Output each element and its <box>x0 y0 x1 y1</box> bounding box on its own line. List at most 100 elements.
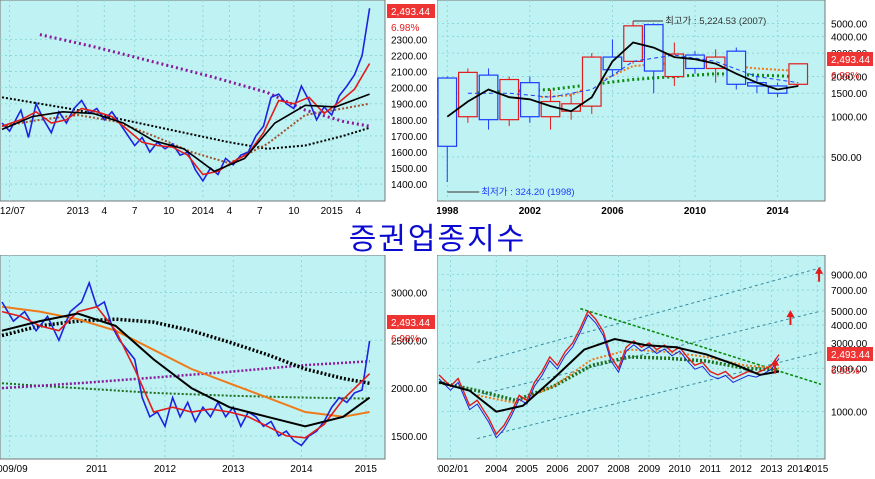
arrow-head <box>786 310 795 318</box>
plot-area <box>0 255 386 460</box>
x-tick-label: 2013 <box>222 464 245 475</box>
x-tick-label: 2007 <box>577 464 600 475</box>
y-tick-label: 1700.00 <box>391 132 428 143</box>
candle-body <box>664 53 685 78</box>
x-tick-label: 2015 <box>806 464 829 475</box>
chart-daily: 2300.00 2200.00 2100.00 2000.00 1900.00 1800.… <box>0 0 437 219</box>
last-value-label: 2,493.44 <box>391 318 430 329</box>
price-line <box>1 280 371 447</box>
x-tick-label: 2015 <box>355 464 378 475</box>
ma-dashed <box>467 54 799 98</box>
x-tick-label: 2010 <box>669 464 692 475</box>
y-tick-label: 9000.00 <box>831 270 868 281</box>
chart-weekly: 3000.00 2500.00 2000.00 1500.00 2009/09 2011 2… <box>0 255 437 479</box>
y-tick-label: 1600.00 <box>391 148 428 159</box>
annot-low-label: 최저가 : 324.20 (1998) <box>481 187 574 198</box>
x-tick-label: 4 <box>102 206 108 217</box>
downtrend-line <box>580 307 822 386</box>
x-tick-label: 2012 <box>730 464 753 475</box>
y-tick-label: 4000.00 <box>831 32 868 43</box>
last-value-tag <box>387 315 435 329</box>
y-tick-label: 1400.00 <box>391 180 428 191</box>
x-tick-label: 2014 <box>766 206 789 217</box>
y-tick-label: 1000.00 <box>831 408 868 419</box>
y-tick-label: 1500.00 <box>391 164 428 175</box>
y-tick-label: 1000.00 <box>831 113 868 124</box>
price-low-line <box>438 314 780 439</box>
x-tick-label: 10 <box>288 206 300 217</box>
channel-mid <box>477 310 822 396</box>
arrow-head <box>771 358 780 366</box>
page-title: 증권업종지수 <box>348 222 527 257</box>
x-tick-label: 2006 <box>601 206 624 217</box>
ma-black <box>1 312 371 428</box>
y-tick-label: 3000.00 <box>831 339 868 350</box>
x-tick-label: 2010 <box>684 206 707 217</box>
chart-monthly-log: 9000.00 7000.00 5000.00 4000.00 3000.00 2000.… <box>437 255 875 479</box>
candle-body <box>685 54 705 70</box>
y-tick-label: 5000.00 <box>831 307 868 318</box>
last-value-tag <box>827 347 873 361</box>
ma-green-dotted <box>438 355 780 403</box>
x-tick-label: 2006 <box>546 464 569 475</box>
x-tick-label: 2012 <box>154 464 177 475</box>
x-tick-label: 2004 <box>485 464 508 475</box>
plot-area <box>0 0 386 202</box>
x-tick-label: 2015 <box>321 206 344 217</box>
ma-black <box>1 93 370 173</box>
candle-body <box>581 56 602 107</box>
ma-black <box>438 337 780 413</box>
y-tick-label: 2000.00 <box>831 73 868 84</box>
candle-body <box>499 78 520 121</box>
candle-body <box>726 50 747 85</box>
y-tick-label: 2300.00 <box>391 35 428 46</box>
last-value-label: 2,493.44 <box>831 350 870 361</box>
y-tick-label: 1500.00 <box>391 432 428 443</box>
candle-body <box>602 56 623 71</box>
x-tick-label: 4 <box>355 206 361 217</box>
y-tick-label: 3000.00 <box>391 288 428 299</box>
y-tick-label: 1800.00 <box>391 116 428 127</box>
ma-green-dotted <box>1 382 370 400</box>
chart-yearly-candles: 5000.004000.003000.002000.001500.001000.… <box>437 0 875 219</box>
last-value-tag <box>387 4 435 18</box>
x-tick-label: 2008 <box>607 464 630 475</box>
ma-purple-dotted <box>1 360 370 390</box>
y-tick-label: 500.00 <box>831 153 862 164</box>
x-tick-label: 2002 <box>519 206 542 217</box>
change-pct-label: 6.98% <box>831 366 859 377</box>
ma-black-dotted <box>1 96 370 150</box>
last-value-tag <box>827 52 873 66</box>
y-tick-label: 2000.00 <box>391 84 428 95</box>
x-tick-label: 7 <box>132 206 138 217</box>
y-tick-label: 7000.00 <box>831 286 868 297</box>
x-tick-label: 2013 <box>67 206 90 217</box>
annot-high-label: 최고가 : 5,224.53 (2007) <box>665 16 766 27</box>
ma-purple-dotted <box>39 33 370 128</box>
x-tick-label: 2013 <box>760 464 783 475</box>
ma-black <box>446 41 799 118</box>
y-tick-label: 2200.00 <box>391 51 428 62</box>
y-tick-label: 2100.00 <box>391 68 428 79</box>
y-tick-label: 2000.00 <box>831 364 868 375</box>
x-tick-label: 2011 <box>699 464 721 475</box>
plot-area <box>437 255 826 460</box>
x-tick-label: 2005 <box>516 464 539 475</box>
x-tick-label: 10 <box>163 206 175 217</box>
y-tick-label: 5000.00 <box>831 19 868 30</box>
x-tick-label: 2009 <box>638 464 661 475</box>
change-pct-label: 6.98% <box>391 334 419 345</box>
arrow-head <box>815 266 824 274</box>
price-line <box>438 309 780 436</box>
y-tick-label: 1500.00 <box>831 89 868 100</box>
candle-body <box>458 71 478 118</box>
x-tick-label: 2014 <box>787 464 810 475</box>
candle-body <box>788 63 809 85</box>
candle-body <box>437 77 458 147</box>
candle-body <box>478 74 499 121</box>
x-tick-label: 4 <box>227 206 233 217</box>
x-tick-label: 2002/01 <box>437 464 469 475</box>
last-value-label: 2,493.44 <box>831 55 870 66</box>
ma-brown-dotted <box>1 102 370 165</box>
x-tick-label: 2009/09 <box>0 464 28 475</box>
